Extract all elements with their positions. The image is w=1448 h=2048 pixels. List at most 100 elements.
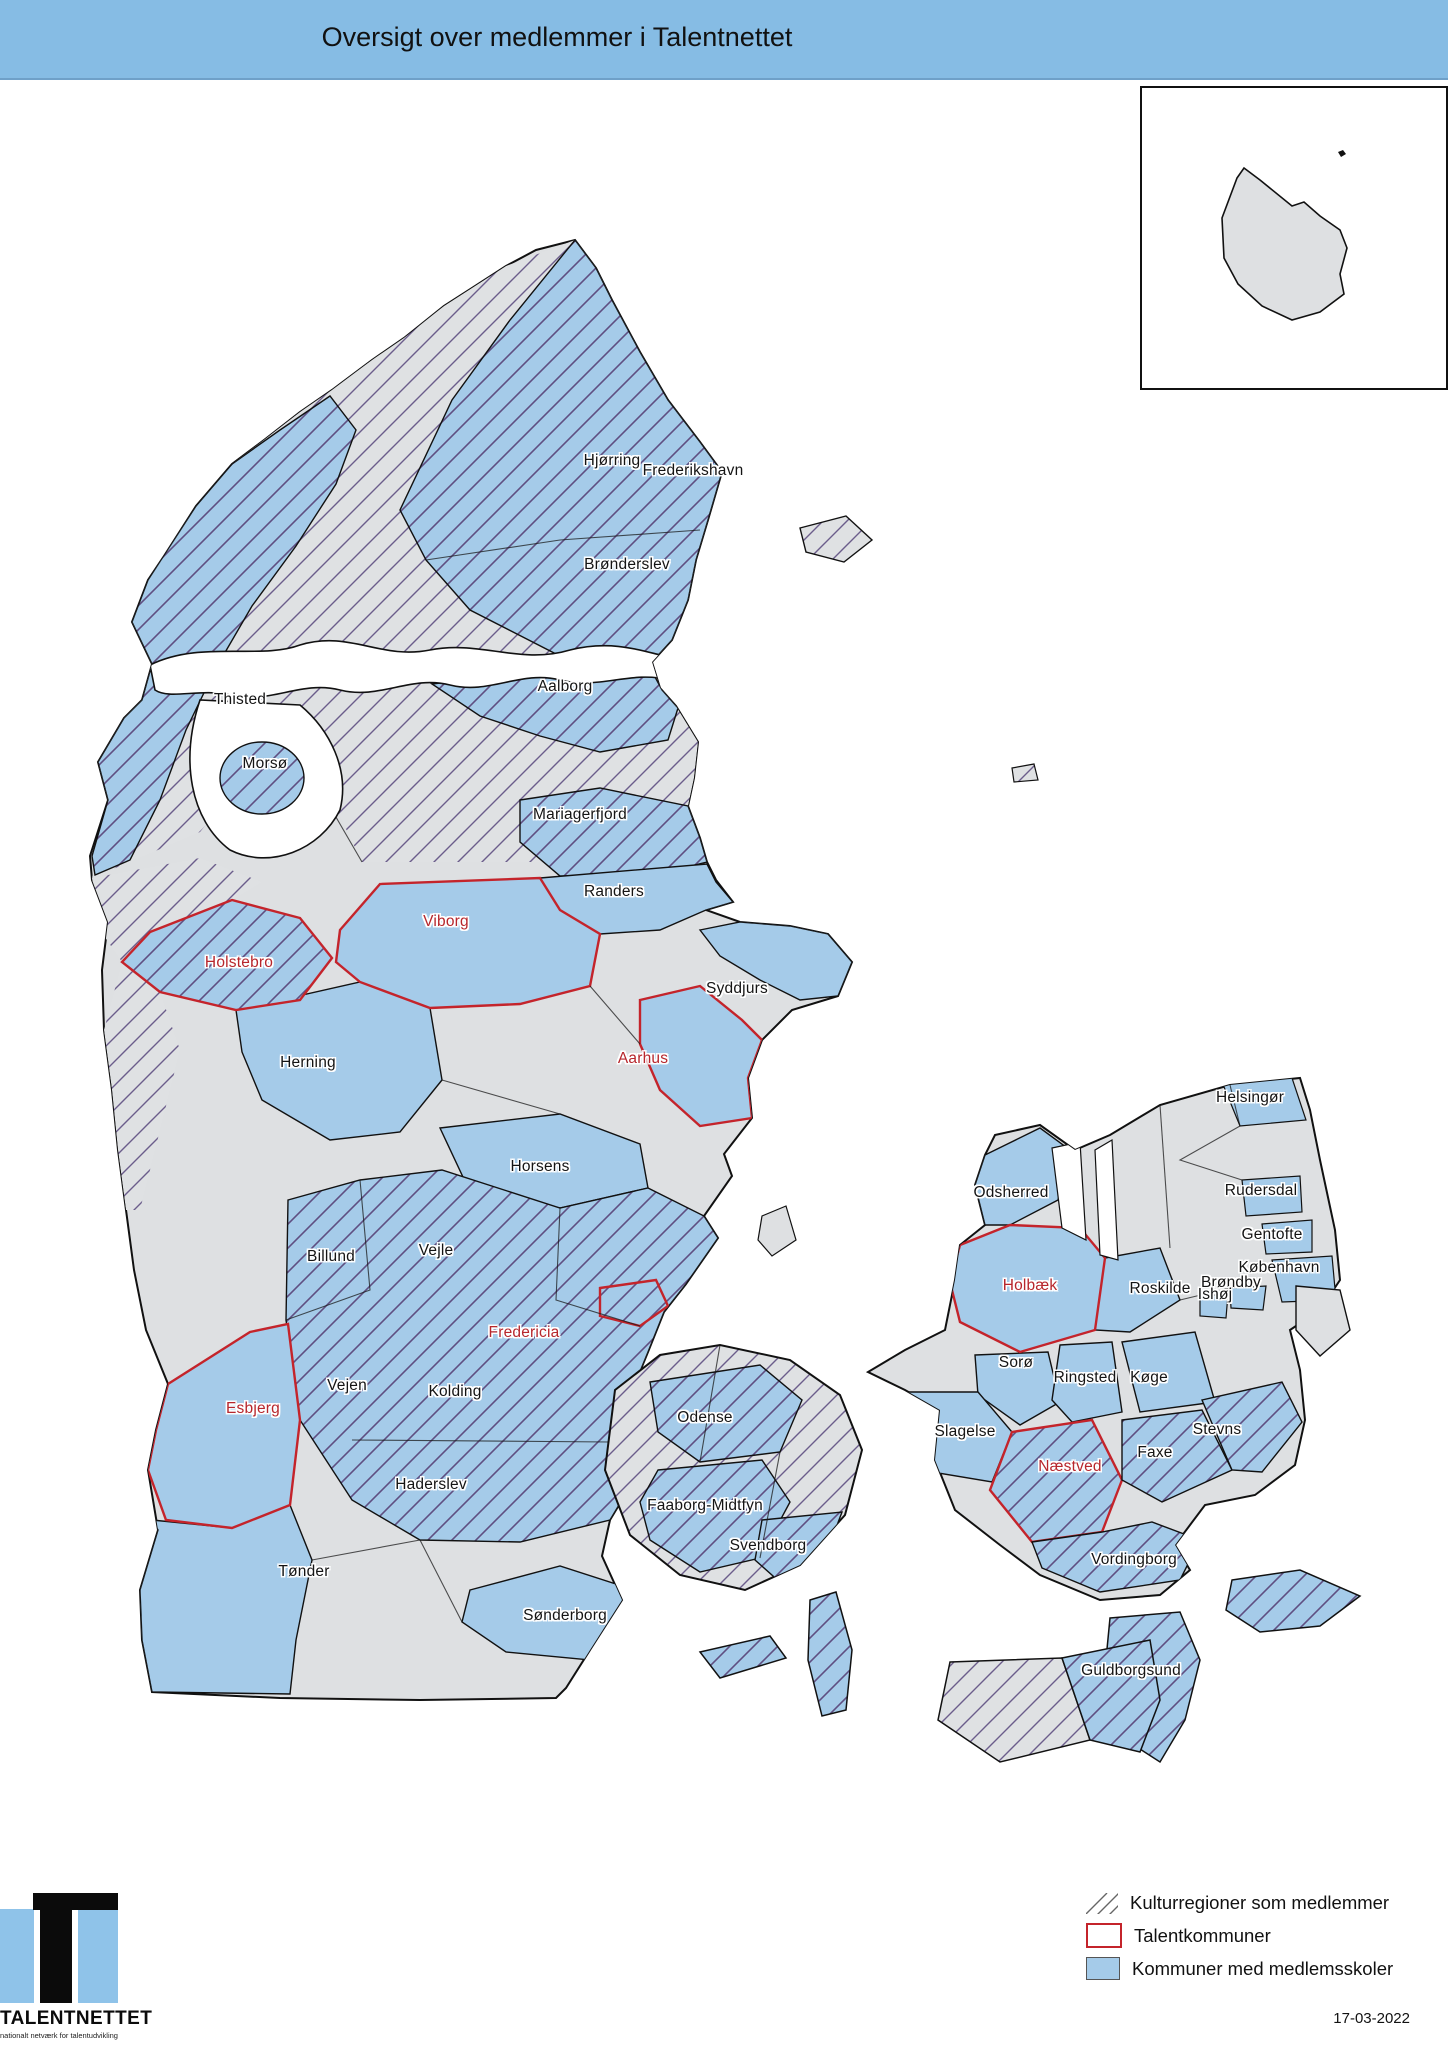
map-label-aarhus: Aarhus bbox=[617, 1050, 669, 1067]
legend-row: Talentkommuner bbox=[1086, 1923, 1393, 1948]
map-label-k-benhavn: København bbox=[1238, 1259, 1320, 1276]
bornholm-map bbox=[1221, 150, 1348, 321]
map-label-br-ndby: Brøndby bbox=[1201, 1274, 1261, 1291]
region-aarhus-talent bbox=[638, 984, 764, 1128]
region-fredericia-talent bbox=[598, 1278, 670, 1328]
zealand bbox=[867, 1077, 1341, 1601]
map-label-esbjerg: Esbjerg bbox=[226, 1400, 280, 1417]
region-vendsyssel bbox=[399, 240, 723, 663]
funen bbox=[604, 1344, 863, 1591]
legend-swatch-red-outline bbox=[1086, 1923, 1122, 1948]
map-label-n-stved: Næstved bbox=[1038, 1458, 1102, 1475]
map-label-ringsted: Ringsted bbox=[1053, 1369, 1117, 1386]
map-label-svendborg: Svendborg bbox=[729, 1537, 807, 1554]
legend-row: Kulturregioner som medlemmer bbox=[1081, 1892, 1393, 1918]
legend-label: Kommuner med medlemsskoler bbox=[1132, 1957, 1394, 1979]
map-label-odense: Odense bbox=[677, 1409, 733, 1426]
region-lemvig-struer bbox=[92, 858, 262, 962]
map-label-holstebro: Holstebro bbox=[204, 954, 274, 971]
region-ishoj bbox=[1199, 1293, 1229, 1319]
island-samso bbox=[757, 1205, 797, 1257]
region-guldborgsund-lolland bbox=[1061, 1639, 1161, 1753]
map-label-haderslev: Haderslev bbox=[395, 1476, 467, 1493]
island-amager bbox=[1295, 1285, 1351, 1357]
region-aero bbox=[698, 1635, 788, 1679]
legend-items: Kulturregioner som medlemmer Talentkommun… bbox=[1081, 1892, 1393, 1980]
region-faaborg-midtfyn bbox=[639, 1459, 791, 1573]
region-thisted bbox=[91, 395, 357, 876]
region-gentofte bbox=[1261, 1219, 1313, 1255]
map-label-helsing-r: Helsingør bbox=[1215, 1089, 1285, 1106]
map-label-frederikshavn: Frederikshavn bbox=[642, 462, 744, 479]
map-label-k-ge: Køge bbox=[1130, 1369, 1168, 1386]
island-ertholmene bbox=[1338, 150, 1346, 157]
map-label-herning: Herning bbox=[280, 1054, 336, 1071]
map-label-roskilde: Roskilde bbox=[1129, 1280, 1191, 1297]
municipal-borders-zealand bbox=[1159, 1084, 1243, 1301]
map-label-faaborg-midtfyn: Faaborg-Midtfyn bbox=[647, 1497, 763, 1514]
island-bornholm bbox=[1221, 166, 1348, 321]
map-label-fredericia: Fredericia bbox=[488, 1324, 560, 1341]
region-esbjerg-talent bbox=[146, 1322, 302, 1530]
map-label-sor-: Sorø bbox=[998, 1354, 1034, 1371]
map-label-aalborg: Aalborg bbox=[537, 678, 593, 695]
region-rudersdal bbox=[1241, 1175, 1303, 1217]
map-date: 17-03-2022 bbox=[1333, 2010, 1410, 2027]
region-syddjurs bbox=[698, 921, 852, 1001]
legend-row: Kommuner med medlemsskoler bbox=[1086, 1957, 1393, 1980]
map-label-guldborgsund: Guldborgsund bbox=[1081, 1662, 1181, 1679]
legend: Kulturregioner som medlemmer Talentkommun… bbox=[1081, 1892, 1393, 1989]
map-label-odsherred: Odsherred bbox=[973, 1184, 1049, 1201]
map-label-slagelse: Slagelse bbox=[934, 1423, 996, 1440]
map-label-vejen: Vejen bbox=[327, 1377, 367, 1394]
region-holstebro-talent bbox=[120, 898, 334, 1012]
map-label-horsens: Horsens bbox=[510, 1158, 570, 1175]
logo-blue-right bbox=[78, 1909, 118, 2003]
map-label-randers: Randers bbox=[584, 883, 644, 900]
region-odsherred bbox=[974, 1127, 1071, 1226]
region-stevns bbox=[1201, 1381, 1303, 1473]
region-brondby bbox=[1229, 1285, 1267, 1311]
logo-t-stem bbox=[40, 1893, 72, 2003]
header-bar: Oversigt over medlemmer i Talentnettet bbox=[0, 0, 1448, 80]
map-label-faxe: Faxe bbox=[1137, 1444, 1173, 1461]
logo-blue-left bbox=[0, 1909, 34, 2003]
map-label-mors-: Morsø bbox=[242, 755, 288, 772]
map-label-rudersdal: Rudersdal bbox=[1224, 1182, 1298, 1199]
map-label-holb-k: Holbæk bbox=[1002, 1277, 1058, 1294]
region-langeland bbox=[807, 1591, 853, 1717]
legend-swatch-blue-fill bbox=[1086, 1957, 1120, 1980]
region-mariagerfjord bbox=[519, 787, 708, 877]
logo-title: TALENTNETTET bbox=[0, 2008, 153, 2029]
map-label-thisted: Thisted bbox=[213, 691, 267, 708]
map-label-vejle: Vejle bbox=[418, 1242, 454, 1259]
talentnettet-logo-icon bbox=[0, 1893, 118, 2005]
region-tonder bbox=[139, 1504, 313, 1695]
logo-subtitle: nationalt netværk for talentudvikling bbox=[0, 2031, 118, 2040]
map-label-s-nderborg: Sønderborg bbox=[523, 1607, 607, 1624]
map-label-t-nder: Tønder bbox=[278, 1563, 330, 1580]
region-soro bbox=[974, 1351, 1061, 1426]
region-mon bbox=[1225, 1569, 1362, 1633]
map-label-ish-j: Ishøj bbox=[1197, 1286, 1233, 1303]
fjords-zealand bbox=[1051, 1138, 1119, 1261]
island-laeso bbox=[799, 515, 874, 563]
region-ringsted bbox=[1051, 1341, 1123, 1423]
legend-label: Talentkommuner bbox=[1134, 1924, 1271, 1946]
map-label-viborg: Viborg bbox=[423, 913, 469, 930]
map-label-hj-rring: Hjørring bbox=[583, 452, 641, 469]
region-holbaek-talent bbox=[948, 1223, 1107, 1354]
map-label-vordingborg: Vordingborg bbox=[1091, 1551, 1177, 1568]
map-label-gentofte: Gentofte bbox=[1241, 1226, 1303, 1243]
map-label-mariagerfjord: Mariagerfjord bbox=[533, 806, 627, 823]
municipal-borders-funen bbox=[699, 1345, 781, 1559]
island-anholt bbox=[1011, 763, 1039, 783]
region-lolland-west bbox=[937, 1657, 1091, 1763]
map-label-kolding: Kolding bbox=[428, 1383, 482, 1400]
bornholm-inset bbox=[1140, 86, 1448, 390]
talentnettet-logo: TALENTNETTET nationalt netværk for talen… bbox=[0, 1893, 153, 2040]
page-title: Oversigt over medlemmer i Talentnettet bbox=[321, 22, 793, 52]
region-westcoast-culture bbox=[104, 962, 180, 1210]
